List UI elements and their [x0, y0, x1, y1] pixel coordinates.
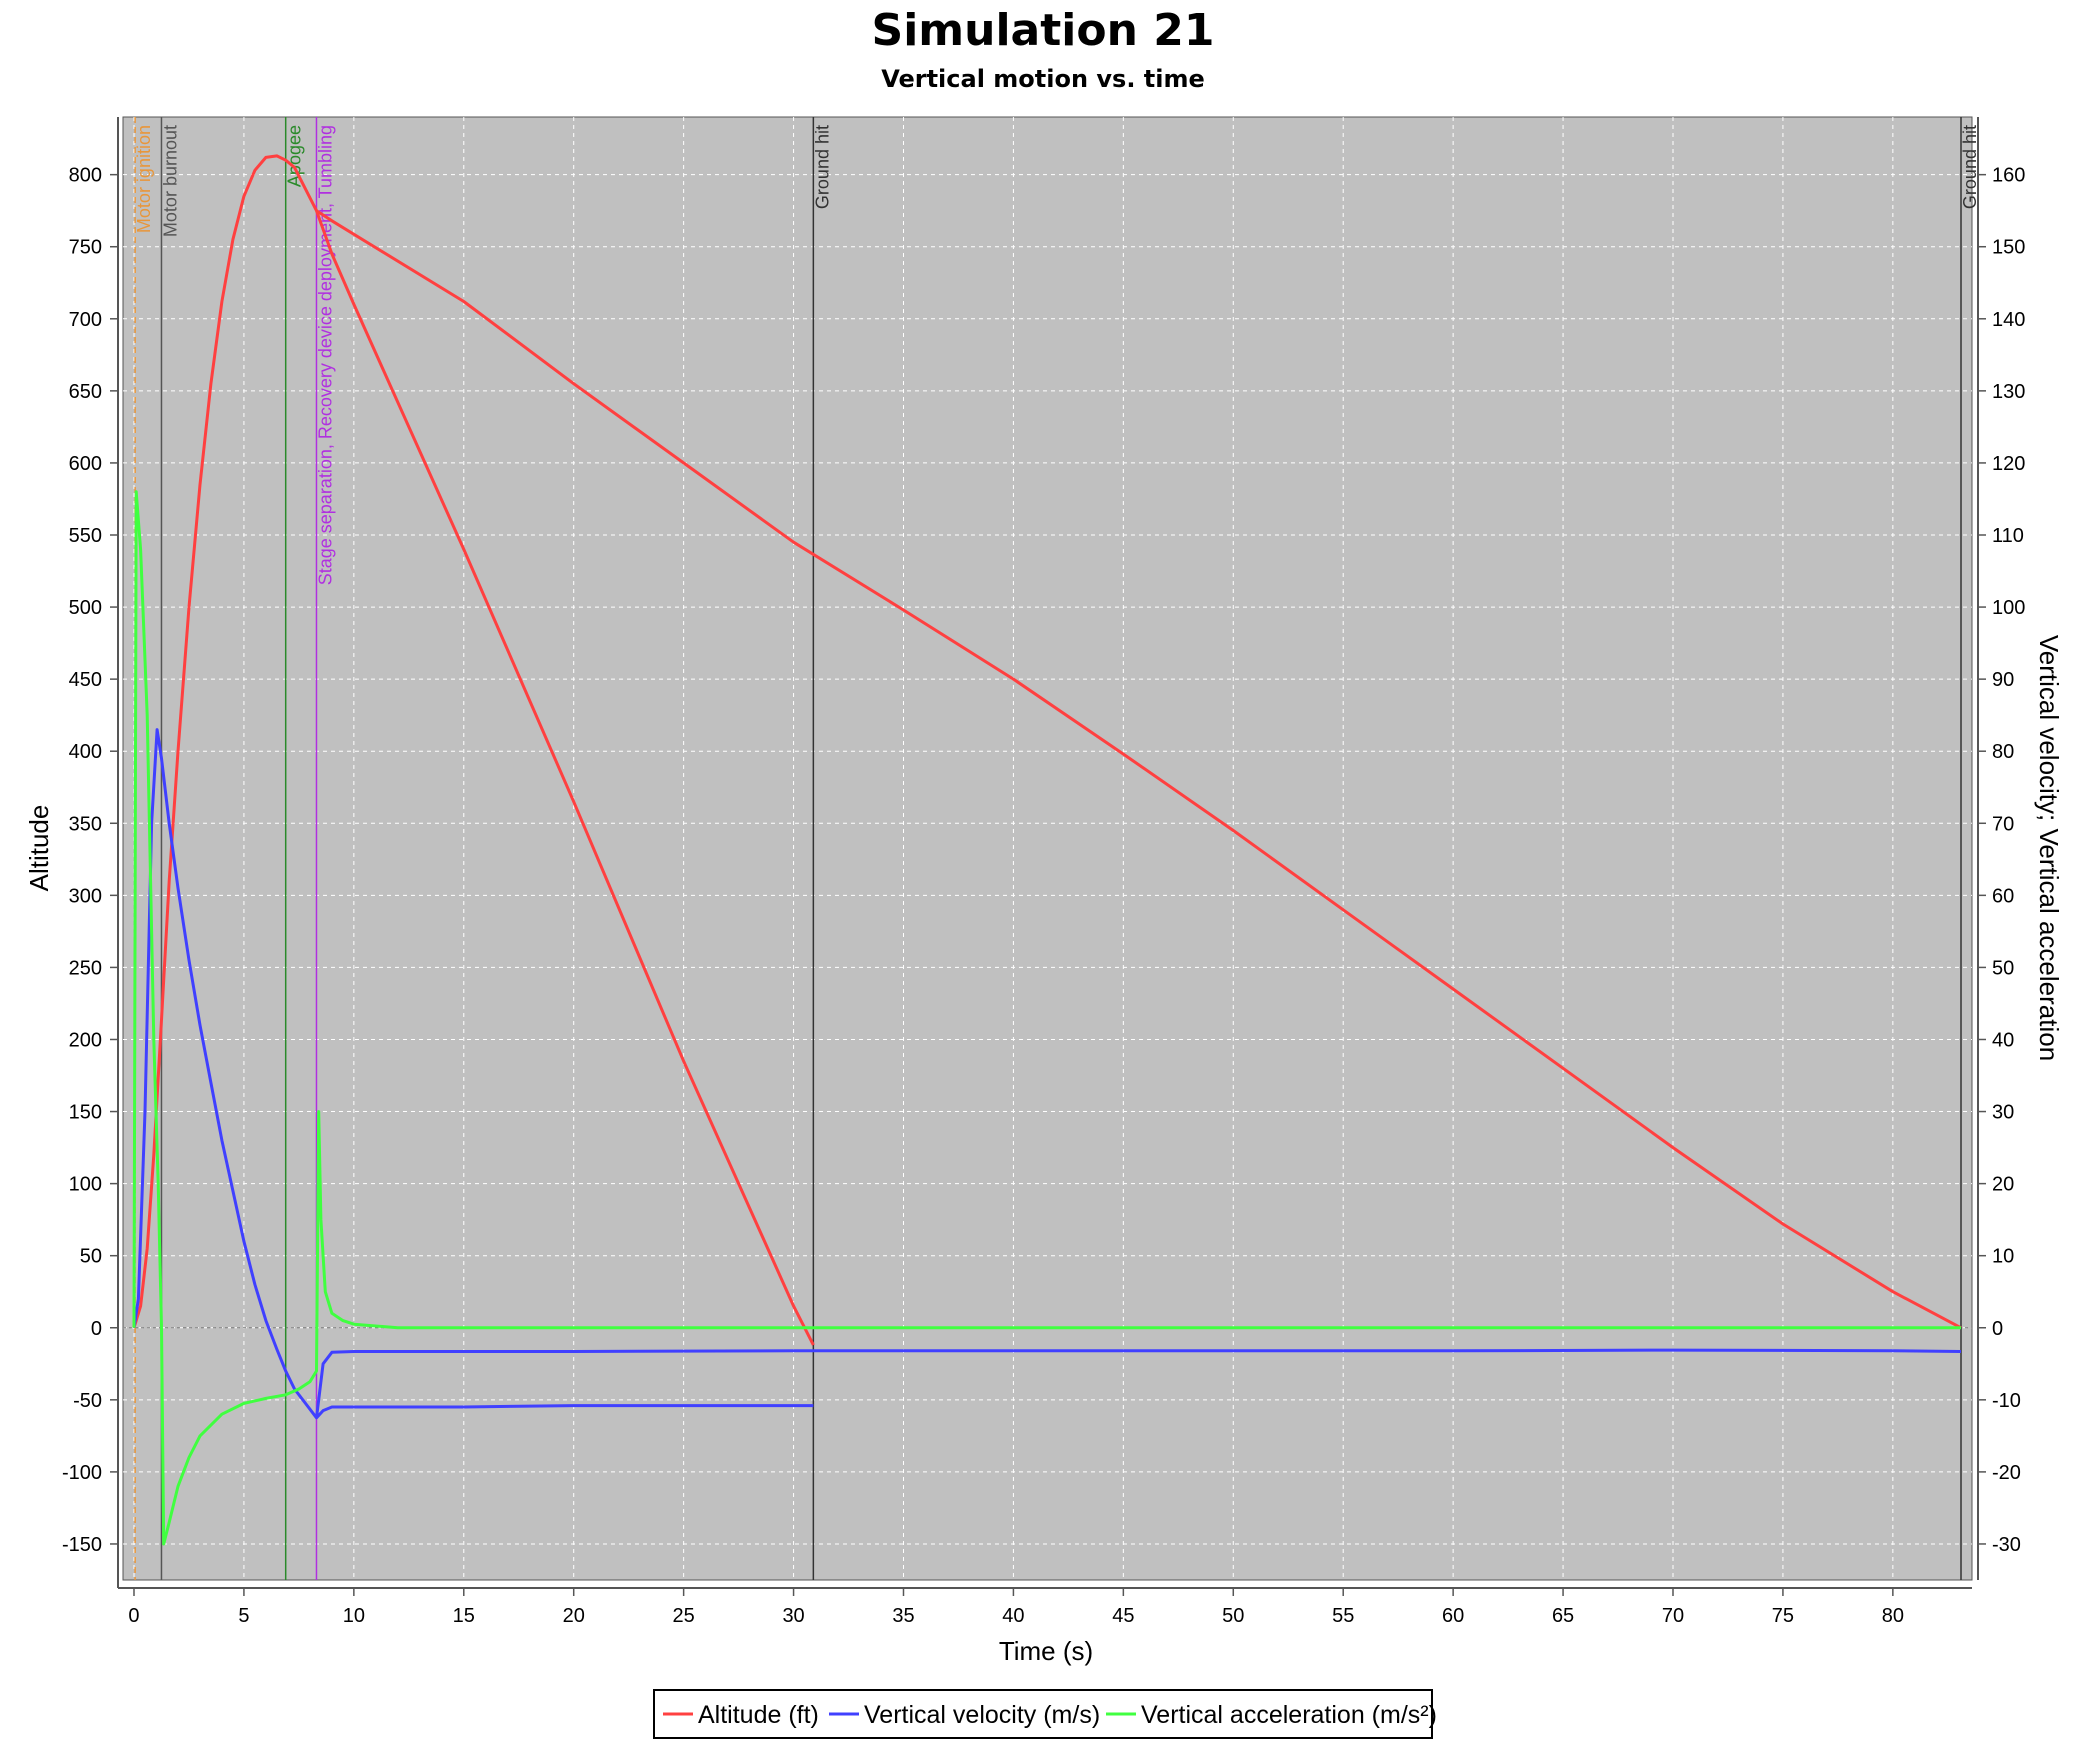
plot-area	[122, 116, 1973, 1581]
x-tick-label: 15	[453, 1605, 475, 1627]
y-tick-label-left: 750	[69, 237, 102, 259]
y-tick-label-left: 700	[69, 309, 102, 331]
y-tick-label-right: 110	[1992, 525, 2024, 547]
series-line	[132, 490, 1961, 1546]
x-tick-label: 0	[128, 1605, 139, 1627]
x-tick-label: 65	[1552, 1605, 1574, 1627]
x-tick-label: 25	[673, 1605, 695, 1627]
series	[132, 154, 1962, 1546]
x-tick-label: 50	[1222, 1605, 1244, 1627]
y-tick-label-left: 150	[69, 1102, 102, 1124]
x-tick-label: 30	[782, 1605, 804, 1627]
y-tick-label-left: 100	[69, 1174, 102, 1196]
x-tick-label: 35	[892, 1605, 914, 1627]
event-label: Ground hit	[1960, 125, 1980, 209]
x-axis-label: Time (s)	[999, 1636, 1093, 1666]
y-tick-label-right: 20	[1992, 1174, 2014, 1196]
series-line	[132, 728, 814, 1420]
chart-subtitle: Vertical motion vs. time	[881, 65, 1205, 93]
y-tick-label-left: 500	[69, 597, 102, 619]
y-tick-label-right: 10	[1992, 1246, 2014, 1268]
x-tick-label: 55	[1332, 1605, 1354, 1627]
y-tick-label-right: 100	[1992, 597, 2025, 619]
y-tick-label-right: 50	[1992, 957, 2014, 979]
y-tick-label-left: 550	[69, 525, 102, 547]
series-line	[315, 209, 1962, 1330]
y-tick-label-right: 30	[1992, 1102, 2014, 1124]
y-tick-label-left: -100	[62, 1462, 102, 1484]
event-label: Stage separation, Recovery device deploy…	[315, 125, 335, 585]
event-label: Apogee	[285, 125, 305, 187]
y-ticks-right: -30 -20 -10 0 10 20 30 40 50 60 70 80 90 100 110 120 130…	[1978, 165, 2025, 1556]
y-tick-label-right: 70	[1992, 813, 2014, 835]
y-axis-right-label: Vertical velocity; Vertical acceleration	[2034, 635, 2064, 1061]
y-tick-label-left: 400	[69, 741, 102, 763]
y-axis-left-label: Altitude	[24, 805, 54, 892]
x-tick-label: 80	[1882, 1605, 1904, 1627]
axes	[117, 117, 1979, 1589]
y-tick-label-right: -20	[1992, 1462, 2021, 1484]
y-tick-label-left: 250	[69, 957, 102, 979]
y-tick-label-left: -50	[73, 1390, 102, 1412]
legend-box	[653, 1689, 1433, 1739]
y-tick-label-right: 60	[1992, 885, 2014, 907]
y-tick-label-left: -150	[62, 1534, 102, 1556]
y-tick-label-right: 140	[1992, 309, 2025, 331]
y-tick-label-right: -10	[1992, 1390, 2021, 1412]
event-label: Ground hit	[812, 125, 832, 209]
x-tick-label: 70	[1662, 1605, 1684, 1627]
y-tick-label-right: -30	[1992, 1534, 2021, 1556]
y-tick-label-right: 90	[1992, 669, 2014, 691]
chart-title: Simulation 21	[872, 5, 1215, 56]
x-tick-label: 60	[1442, 1605, 1464, 1627]
y-tick-label-left: 200	[69, 1029, 102, 1051]
y-tick-label-right: 130	[1992, 381, 2025, 403]
y-tick-label-left: 800	[69, 165, 102, 187]
x-tick-label: 45	[1112, 1605, 1134, 1627]
y-tick-label-right: 150	[1992, 237, 2025, 259]
x-tick-label: 75	[1772, 1605, 1794, 1627]
x-tick-label: 40	[1002, 1605, 1024, 1627]
x-ticks: 0 5 10 15 20 25 30 35 40 45 50 55 60 65 70 75 80	[128, 1588, 1904, 1627]
event-label: Motor ignition	[134, 125, 154, 233]
legend-label-acceleration: Vertical acceleration (m/s²)	[1141, 1701, 1437, 1729]
series-line	[132, 154, 815, 1346]
x-tick-label: 5	[238, 1605, 249, 1627]
y-ticks-left: -150 -100 -50 0 50 100 150 200 250 300 350 400 450 50…	[62, 165, 118, 1556]
legend-label-altitude: Altitude (ft)	[698, 1701, 819, 1729]
y-tick-label-right: 0	[1992, 1318, 2003, 1340]
y-tick-label-right: 80	[1992, 741, 2014, 763]
y-tick-label-right: 120	[1992, 453, 2025, 475]
y-tick-label-left: 350	[69, 813, 102, 835]
legend: Altitude (ft) Vertical velocity (m/s) Ve…	[653, 1689, 1437, 1739]
y-tick-label-left: 450	[69, 669, 102, 691]
y-tick-label-left: 600	[69, 453, 102, 475]
y-tick-label-left: 650	[69, 381, 102, 403]
y-tick-label-left: 0	[91, 1318, 102, 1340]
y-tick-label-left: 50	[80, 1246, 102, 1268]
y-tick-label-right: 40	[1992, 1029, 2014, 1051]
legend-label-velocity: Vertical velocity (m/s)	[864, 1701, 1100, 1729]
x-tick-label: 20	[563, 1605, 585, 1627]
y-tick-label-right: 160	[1992, 165, 2025, 187]
event-label: Motor burnout	[160, 125, 180, 237]
x-tick-label: 10	[343, 1605, 365, 1627]
series-line	[315, 1348, 1962, 1418]
y-tick-label-left: 300	[69, 885, 102, 907]
